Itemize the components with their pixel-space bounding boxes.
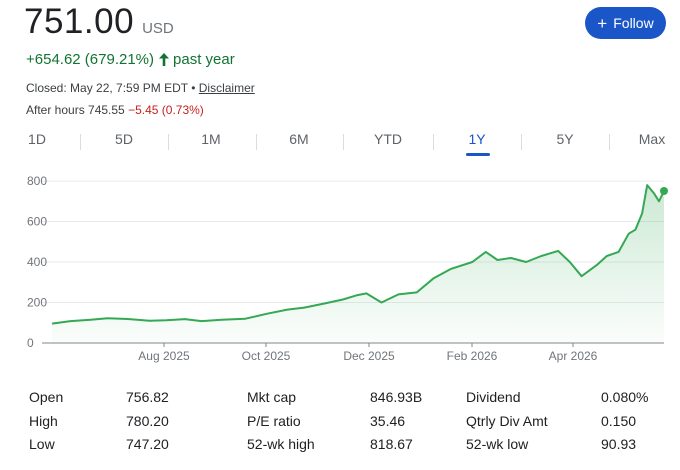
y-tick-label: 200 [27, 296, 47, 310]
follow-button-label: Follow [613, 15, 654, 31]
stat-value-open: 756.82 [126, 389, 169, 405]
x-tick-label: Apr 2026 [549, 349, 598, 363]
price-change: +654.62 (679.21%) past year [26, 51, 235, 68]
y-tick-label: 400 [27, 255, 47, 269]
price-line [51, 184, 665, 325]
stat-value-high: 780.20 [126, 413, 169, 429]
y-tick-label: 800 [27, 174, 47, 188]
tab-6m[interactable]: 6M [289, 131, 309, 147]
tab-divider [80, 134, 81, 150]
y-tick-label: 0 [27, 336, 34, 350]
tab-divider [521, 134, 522, 150]
stat-label-dividend: Dividend [466, 389, 521, 405]
tab-divider [256, 134, 257, 150]
follow-button[interactable]: + Follow [585, 7, 666, 39]
closed-text: Closed: May 22, 7:59 PM EDT [26, 81, 188, 95]
tab-5y[interactable]: 5Y [556, 131, 574, 147]
change-period: past year [173, 51, 235, 68]
stat-value-52wk-high: 818.67 [370, 436, 413, 452]
separator-dot: • [191, 81, 196, 95]
tab-1d[interactable]: 1D [28, 131, 46, 147]
market-status: Closed: May 22, 7:59 PM EDT • Disclaimer [26, 81, 255, 95]
stat-label-pe-ratio: P/E ratio [247, 413, 301, 429]
x-tick-label: Dec 2025 [343, 349, 395, 363]
tab-divider [609, 134, 610, 150]
tab-5d[interactable]: 5D [115, 131, 133, 147]
tab-max[interactable]: Max [638, 131, 666, 147]
stat-label-low: Low [29, 436, 55, 452]
stat-value-dividend: 0.080% [601, 389, 649, 405]
stat-label-52wk-high: 52-wk high [247, 436, 315, 452]
stat-value-52wk-low: 90.93 [601, 436, 637, 452]
price-area [52, 185, 664, 343]
arrow-up-icon [159, 53, 170, 66]
disclaimer-link[interactable]: Disclaimer [198, 81, 255, 95]
tab-divider [168, 134, 169, 150]
stat-value-mkt-cap: 846.93B [370, 389, 423, 405]
stat-label-mkt-cap: Mkt cap [247, 389, 297, 405]
active-tab-indicator [466, 153, 490, 156]
after-hours-change: −5.45 (0.73%) [128, 103, 204, 117]
x-tick-label: Oct 2025 [242, 349, 291, 363]
stat-label-high: High [29, 413, 58, 429]
x-tick-label: Aug 2025 [138, 349, 190, 363]
change-value: +654.62 (679.21%) [26, 51, 155, 68]
stat-label-52wk-low: 52-wk low [466, 436, 529, 452]
stat-value-pe-ratio: 35.46 [370, 413, 406, 429]
tab-divider [433, 134, 434, 150]
stat-value-qtrly-div: 0.150 [601, 413, 637, 429]
tab-ytd[interactable]: YTD [374, 131, 402, 147]
plus-icon: + [597, 13, 608, 33]
x-tick-label: Feb 2026 [447, 349, 498, 363]
after-hours-label: After hours 745.55 [26, 103, 125, 117]
tab-1y[interactable]: 1Y [468, 131, 486, 147]
tab-divider [343, 134, 344, 150]
current-price: 751.00 [24, 2, 135, 41]
stat-label-qtrly-div: Qtrly Div Amt [466, 413, 548, 429]
current-price-marker [660, 186, 668, 195]
price-header: 751.00 USD [24, 2, 174, 42]
stat-label-open: Open [29, 389, 64, 405]
stat-value-low: 747.20 [126, 436, 169, 452]
after-hours: After hours 745.55 −5.45 (0.73%) [26, 103, 204, 117]
y-tick-label: 600 [27, 215, 47, 229]
tab-1m[interactable]: 1M [201, 131, 221, 147]
currency-label: USD [142, 20, 174, 37]
range-tabs: 1D 5D 1M 6M YTD 1Y 5Y Max [0, 131, 680, 155]
price-chart[interactable]: 0 200 400 600 800 Aug 2025 Oct 2025 Dec 2025 Feb… [0, 165, 680, 370]
